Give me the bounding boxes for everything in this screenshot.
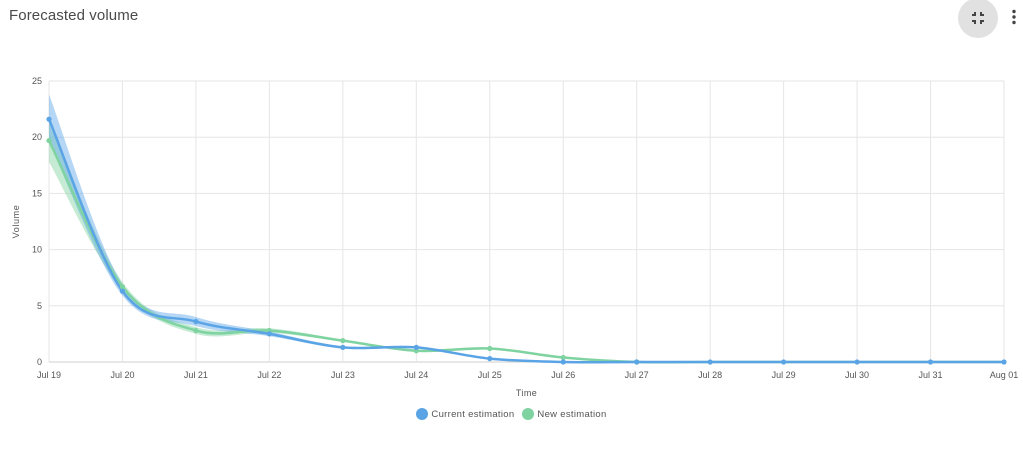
band-current (49, 94, 1004, 363)
point-current (119, 288, 126, 294)
point-current (560, 359, 566, 365)
legend-label-new: New estimation (537, 408, 607, 420)
x-tick-label: Jul 21 (184, 370, 208, 380)
y-tick-label: 10 (32, 245, 42, 255)
x-tick-label: Jul 25 (478, 370, 502, 380)
x-tick-label: Jul 31 (919, 370, 943, 380)
x-tick-label: Jul 24 (404, 370, 428, 380)
grid-lines (48, 80, 1005, 363)
point-current (1001, 359, 1007, 365)
point-new (46, 137, 52, 144)
point-new (487, 345, 493, 352)
point-new (193, 327, 199, 334)
confidence-bands (49, 94, 1004, 363)
page-title: Forecasted volume (9, 7, 139, 24)
x-tick-label: Jul 22 (257, 370, 281, 380)
legend-dot-current (416, 408, 429, 420)
x-tick-label: Jul 27 (625, 370, 649, 380)
point-current (487, 356, 493, 362)
x-tick-label: Jul 29 (772, 370, 796, 380)
x-tick-label: Jul 19 (37, 370, 61, 380)
legend-item-new[interactable]: New estimation (522, 408, 606, 420)
legend-item-current[interactable]: Current estimation (416, 408, 514, 420)
y-tick-label: 25 (32, 76, 42, 86)
chart-area: 0 5 10 15 20 25 Jul 19 Jul 20 Jul 21 Jul 22 Jul 2… (0, 60, 1023, 440)
legend-dot-new (522, 408, 535, 420)
x-tick-label: Jul 23 (331, 370, 355, 380)
point-new (119, 284, 126, 290)
point-current (927, 359, 934, 365)
forecast-chart: 0 5 10 15 20 25 Jul 19 Jul 20 Jul 21 Jul 22 Jul 2… (11, 76, 1018, 398)
point-current (266, 331, 272, 337)
x-tick-label: Jul 28 (698, 370, 722, 380)
point-current (634, 359, 640, 365)
collapse-button[interactable] (958, 0, 998, 38)
x-axis-label: Time (516, 388, 537, 398)
point-new (340, 338, 346, 344)
more-vert-icon (1012, 9, 1016, 25)
point-current (340, 344, 346, 350)
series-lines (47, 118, 1004, 364)
x-tick-label: Jul 30 (845, 370, 869, 380)
chart-header: Forecasted volume (0, 0, 1023, 40)
y-tick-labels: 0 5 10 15 20 25 (32, 76, 42, 367)
series-points (46, 116, 1007, 365)
point-current (413, 344, 419, 350)
point-new (560, 354, 566, 361)
band-new (49, 123, 1004, 363)
line-new (47, 140, 1004, 364)
collapse-icon (972, 12, 984, 24)
point-current (46, 116, 52, 122)
x-tick-labels: Jul 19 Jul 20 Jul 21 Jul 22 Jul 23 Jul 24 Jul … (37, 370, 1018, 380)
y-tick-label: 5 (37, 301, 42, 311)
y-tick-label: 0 (37, 357, 42, 367)
legend-label-current: Current estimation (431, 408, 515, 420)
legend: Current estimation New estimation (0, 406, 1023, 422)
y-tick-label: 15 (32, 188, 42, 198)
point-current (854, 359, 860, 365)
y-tick-label: 20 (32, 132, 42, 142)
x-tick-label: Jul 26 (551, 370, 575, 380)
point-current (193, 318, 199, 325)
more-options-button[interactable] (1006, 4, 1022, 30)
line-current (47, 118, 1004, 364)
point-current (707, 359, 713, 365)
point-current (781, 359, 787, 365)
y-axis-label: Volume (11, 205, 21, 239)
x-tick-label: Aug 01 (990, 370, 1019, 380)
x-tick-label: Jul 20 (110, 370, 134, 380)
